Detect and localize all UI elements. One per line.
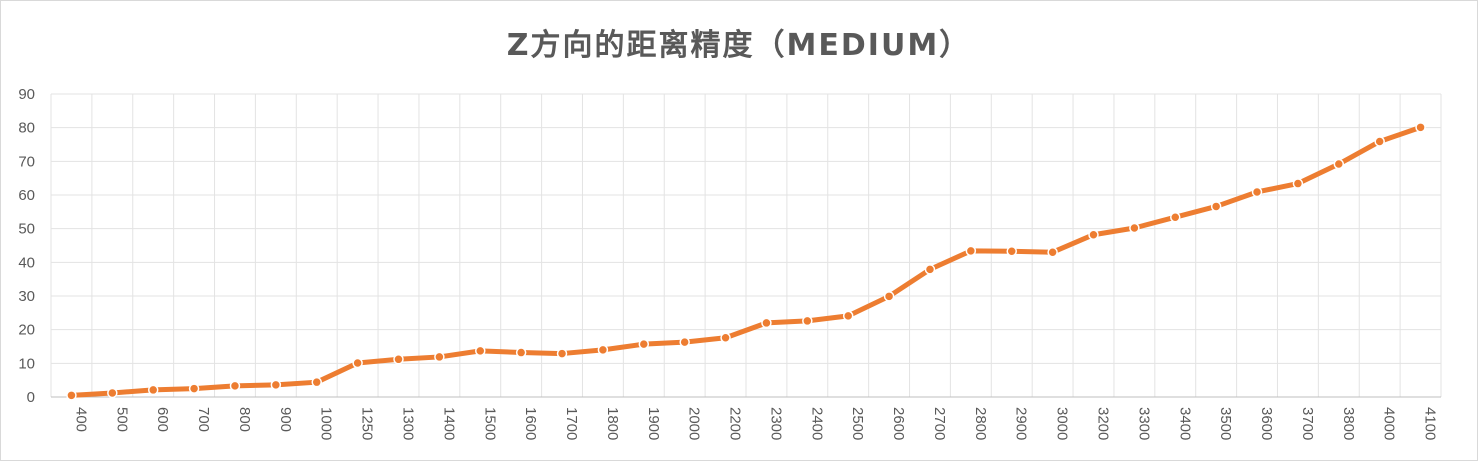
- x-tick-label: 1800: [604, 407, 621, 440]
- x-tick-label: 1300: [400, 407, 417, 440]
- x-tick-label: 3300: [1135, 407, 1152, 440]
- x-tick-label: 1900: [645, 407, 662, 440]
- x-tick-label: 4000: [1381, 407, 1398, 440]
- data-point: [475, 345, 486, 357]
- data-point: [720, 332, 731, 343]
- x-tick-label: 1000: [318, 407, 335, 440]
- x-tick-label: 1250: [359, 407, 376, 440]
- y-tick-label: 0: [27, 389, 35, 406]
- x-tick-label: 3500: [1217, 407, 1234, 440]
- data-point: [1047, 246, 1058, 258]
- data-point: [1088, 229, 1099, 240]
- x-tick-label: 2400: [808, 407, 825, 440]
- data-point: [1210, 201, 1222, 212]
- x-tick-label: 2000: [686, 407, 703, 440]
- x-axis: 400 500 600 700 800 900 1000 1250 1300 1400 1500 16…: [51, 396, 1441, 440]
- y-tick-label: 30: [18, 288, 35, 305]
- x-tick-label: 2700: [931, 407, 948, 440]
- x-tick-label: 1600: [522, 407, 539, 440]
- x-tick-label: 400: [72, 407, 89, 432]
- data-point: [1292, 178, 1304, 189]
- data-point: [393, 354, 404, 365]
- x-tick-label: 2500: [849, 407, 866, 440]
- chart-title: Z方向的距离精度（MEDIUM）: [507, 28, 971, 63]
- data-point: [597, 344, 609, 356]
- data-point: [1006, 245, 1017, 257]
- data-point: [883, 291, 895, 302]
- data-point: [1415, 122, 1426, 133]
- data-point: [1129, 222, 1140, 234]
- x-tick-label: 2900: [1013, 407, 1030, 440]
- data-point: [515, 347, 527, 358]
- x-tick-label: 500: [113, 407, 130, 432]
- data-point: [270, 379, 282, 391]
- data-point: [229, 380, 241, 392]
- x-tick-label: 900: [277, 407, 294, 432]
- y-tick-label: 50: [18, 221, 35, 238]
- y-tick-label: 80: [18, 120, 35, 137]
- x-tick-label: 3800: [1340, 407, 1357, 440]
- data-point: [66, 390, 77, 401]
- x-tick-label: 1500: [481, 407, 498, 440]
- y-tick-label: 70: [18, 153, 35, 170]
- y-axis: 0 10 20 30 40 50 60 70 80 90: [18, 86, 35, 406]
- series-layer: [66, 122, 1426, 401]
- data-point: [638, 338, 650, 350]
- data-point: [556, 348, 568, 359]
- x-tick-label: 3600: [1258, 407, 1275, 440]
- x-tick-label: 2600: [890, 407, 907, 440]
- data-point: [107, 387, 118, 399]
- data-point: [147, 384, 159, 396]
- data-point: [965, 245, 977, 257]
- data-point: [1374, 136, 1385, 147]
- data-point: [1170, 211, 1181, 223]
- data-point: [352, 357, 363, 369]
- data-point: [1333, 158, 1345, 170]
- data-point: [311, 376, 322, 388]
- y-tick-label: 20: [18, 322, 35, 339]
- y-tick-label: 40: [18, 254, 35, 271]
- x-tick-label: 600: [154, 407, 171, 432]
- data-point: [1251, 186, 1263, 198]
- x-tick-label: 2300: [767, 407, 784, 440]
- y-tick-label: 60: [18, 187, 35, 204]
- x-tick-label: 700: [195, 407, 212, 432]
- x-tick-label: 3700: [1299, 407, 1316, 440]
- series-line: [68, 124, 1424, 398]
- x-tick-label: 3400: [1176, 407, 1193, 440]
- y-tick-label: 90: [18, 86, 35, 103]
- data-point: [434, 351, 445, 363]
- data-point: [842, 310, 854, 322]
- x-tick-label: 3000: [1054, 407, 1071, 440]
- data-point: [802, 315, 813, 327]
- data-point: [924, 264, 936, 275]
- data-point: [679, 336, 690, 348]
- y-tick-label: 10: [18, 355, 35, 372]
- grid: [50, 93, 1442, 397]
- x-tick-label: 2800: [972, 407, 989, 440]
- x-tick-label: 2200: [727, 407, 744, 440]
- x-tick-label: 4100: [1422, 407, 1439, 440]
- x-tick-label: 1700: [563, 407, 580, 440]
- x-tick-label: 800: [236, 407, 253, 432]
- data-point: [188, 383, 200, 394]
- x-tick-label: 1400: [440, 407, 457, 440]
- x-tick-label: 3200: [1095, 407, 1112, 440]
- data-point: [761, 317, 772, 329]
